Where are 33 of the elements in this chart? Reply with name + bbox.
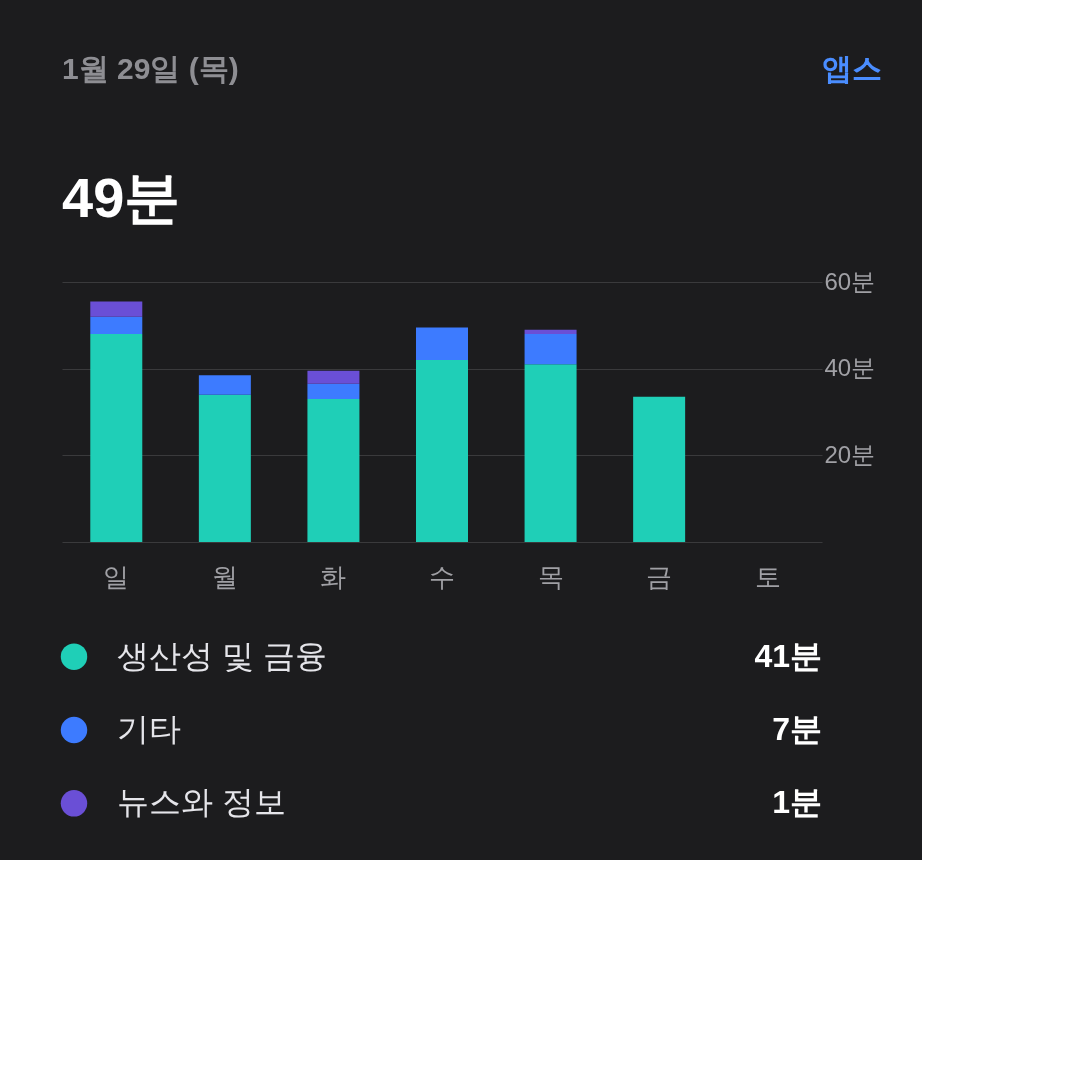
legend-label: 기타: [117, 711, 181, 747]
x-tick-label: 금: [646, 561, 673, 592]
x-tick-label: 목: [537, 561, 564, 592]
bar: [416, 360, 468, 542]
x-tick-label: 월: [211, 561, 238, 592]
x-tick-label: 수: [429, 561, 455, 592]
chart-subtitle: 49분: [62, 166, 181, 229]
y-tick-label: 40분: [824, 354, 876, 382]
bar: [307, 370, 360, 384]
bar: [416, 327, 468, 360]
legend-label: 뉴스와 정보: [117, 784, 286, 821]
bar: [633, 396, 686, 542]
bar: [524, 334, 577, 365]
legend-label: 생산성 및 금융: [117, 637, 327, 674]
text: 1분: [772, 784, 822, 821]
bar: [307, 383, 360, 399]
x-tick-label: 화: [320, 561, 347, 592]
bar: [198, 375, 251, 395]
y-tick-label: 20분: [824, 440, 876, 468]
bar: [90, 316, 143, 334]
text: 41분: [754, 637, 822, 674]
x-tick-label: 일: [103, 561, 130, 592]
bar: [90, 301, 143, 317]
chart-title: 1월 29일 (목): [62, 52, 239, 85]
y-tick-label: 60분: [824, 267, 876, 295]
bar: [90, 334, 143, 542]
text: 앱스: [822, 52, 882, 85]
bar: [307, 399, 360, 542]
bar: [524, 364, 577, 542]
bar: [198, 394, 251, 542]
text: 7분: [772, 711, 822, 747]
bar: [524, 329, 577, 334]
x-tick-label: 토: [754, 561, 781, 592]
